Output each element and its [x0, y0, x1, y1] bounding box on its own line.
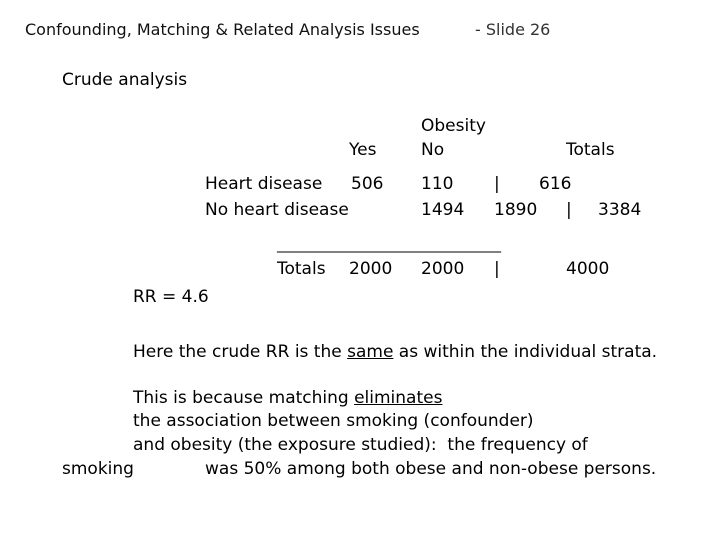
totals-total: 4000	[566, 259, 610, 279]
para2-line4-rest: was 50% among both obese and non-obese p…	[205, 459, 657, 479]
para2-line3: and obesity (the exposure studied): the …	[133, 435, 588, 455]
totals-separator: |	[494, 259, 500, 279]
relative-risk: RR = 4.6	[133, 287, 209, 307]
row-heart-disease-no: 110	[421, 174, 454, 194]
para2-line2: the association between smoking (confoun…	[133, 411, 534, 431]
para1-emphasis: same	[347, 342, 394, 362]
para1-after: as within the individual strata.	[393, 342, 658, 362]
row-heart-disease-separator: |	[494, 174, 500, 194]
para2-line4-start: smoking	[62, 459, 134, 479]
para2-line1-before: This is because matching	[133, 388, 355, 408]
para2-line1-emphasis: eliminates	[354, 388, 443, 408]
table-rule: ________________________________	[277, 237, 501, 253]
totals-yes: 2000	[349, 259, 393, 279]
column-yes: Yes	[349, 140, 377, 160]
section-title: Crude analysis	[62, 70, 188, 90]
para1-before: Here the crude RR is the	[133, 342, 348, 362]
row-no-heart-disease-no: 1494	[421, 200, 465, 220]
row-no-heart-disease-label: No heart disease	[205, 200, 349, 220]
column-no: No	[421, 140, 445, 160]
row-no-heart-disease-separator: |	[566, 200, 572, 220]
slide-title: Confounding, Matching & Related Analysis…	[25, 20, 420, 39]
totals-no: 2000	[421, 259, 465, 279]
row-heart-disease-total: 616	[539, 174, 572, 194]
row-no-heart-disease-extra: 1890	[494, 200, 538, 220]
totals-label: Totals	[277, 259, 326, 279]
row-heart-disease-yes: 506	[351, 174, 384, 194]
para2-line1: This is because matching eliminates	[133, 390, 442, 407]
exposure-label: Obesity	[421, 116, 486, 136]
row-heart-disease-label: Heart disease	[205, 174, 323, 194]
column-totals: Totals	[566, 140, 615, 160]
row-no-heart-disease-total: 3384	[598, 200, 642, 220]
paragraph-same-rr: Here the crude RR is the same as within …	[133, 344, 657, 361]
slide-number: - Slide 26	[475, 20, 551, 39]
